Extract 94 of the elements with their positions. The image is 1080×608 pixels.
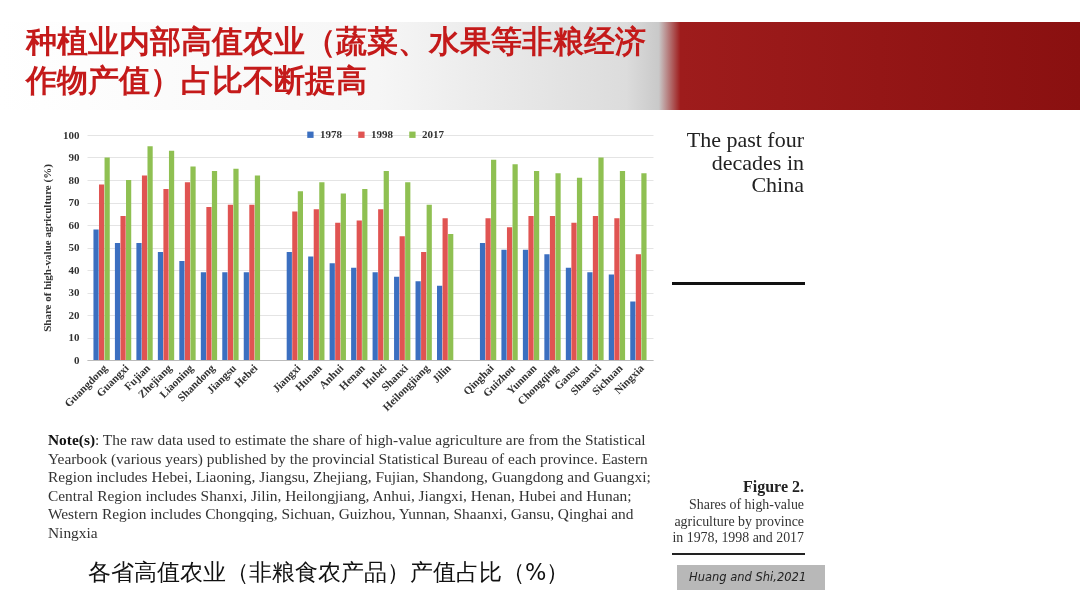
bar (362, 189, 368, 360)
chart-title: 种植业内部高值农业（蔬菜、水果等非粮经济作物产值）占比不断提高 (26, 23, 647, 100)
bar (254, 175, 261, 360)
bar (308, 256, 314, 360)
bar (630, 301, 636, 360)
bar (98, 184, 105, 360)
bar (292, 211, 298, 360)
bar (340, 193, 346, 360)
bar (329, 263, 335, 360)
y-tick-label: 40 (68, 263, 80, 276)
bar (211, 171, 218, 360)
bar (243, 272, 249, 360)
bar (383, 171, 389, 360)
bar (233, 168, 239, 360)
bar (319, 182, 325, 360)
legend-label: 1978 (319, 127, 343, 140)
bar (126, 180, 132, 360)
bar (544, 254, 550, 360)
bar (163, 189, 169, 360)
bar (200, 272, 207, 360)
bar (619, 171, 626, 360)
text: Shares of high-value agriculture by province in 1978, 1998 and 2017 (671, 497, 804, 547)
bar (378, 209, 384, 360)
bar (555, 173, 561, 360)
y-tick-label: 50 (68, 241, 80, 253)
y-tick-label: 0 (74, 353, 80, 366)
bar (405, 182, 411, 360)
bar (114, 243, 121, 360)
bar (184, 182, 191, 360)
bar (501, 249, 507, 360)
text: Huang and Shi,2021 (677, 565, 825, 590)
bar (120, 216, 126, 360)
bar (485, 218, 491, 360)
y-tick-label: 20 (68, 308, 80, 321)
bar (157, 252, 164, 360)
bar (313, 209, 319, 360)
bar (522, 249, 529, 360)
y-tick-label: 30 (68, 286, 80, 298)
bar (168, 150, 175, 360)
bar (635, 254, 642, 360)
y-tick-label: 10 (68, 331, 80, 343)
bar (436, 285, 443, 360)
legend-label: 2017 (421, 127, 445, 140)
bar (576, 177, 583, 360)
text: The past four decades in China (685, 127, 804, 197)
bar (222, 272, 228, 360)
bar (506, 227, 513, 360)
bar (141, 175, 148, 360)
y-tick-label: 100 (63, 128, 80, 141)
bar (206, 207, 212, 360)
bar (93, 229, 99, 360)
y-tick-label: 90 (68, 151, 80, 163)
bar (592, 216, 599, 360)
bar (614, 218, 620, 360)
bar (587, 272, 593, 360)
bar (147, 146, 153, 360)
bar (442, 218, 448, 360)
bar (426, 204, 432, 360)
bar (136, 243, 142, 360)
bar (104, 157, 110, 360)
bar (190, 166, 196, 360)
bar (528, 216, 534, 360)
y-axis-title: Share of high-value agriculture (%) (41, 163, 54, 332)
bar (565, 267, 572, 360)
y-tick-label: 80 (68, 173, 80, 186)
bar (372, 272, 378, 360)
bar (394, 276, 400, 360)
y-tick-label: 70 (68, 196, 80, 208)
bar (549, 216, 556, 360)
bar (399, 236, 405, 360)
text: Note(s): The raw data used to estimate the share of high-value agriculture are from the Statistical Yearbook (various years) published by the provincial Statistical Bureau of each province. Eastern Region includes Hebei, Liaoning, Jiangsu, Zhejiang, Fujian, Shandong, Guangdong and Guangxi; Central Region includes Shanxi, Jilin, Heilongjiang, Anhui, Jiangxi, Henan, Hubei and Hunan; Western Region includes Chongqing, Sichuan, Guizhou, Yunnan, Shaanxi, Gansu, Qinghai and Ningxia (48, 431, 652, 543)
bar (479, 243, 486, 360)
y-tick-label: 60 (68, 218, 80, 231)
bar (227, 204, 234, 360)
bar (512, 164, 518, 360)
bar (297, 191, 304, 360)
caption: Figure 2. (742, 478, 804, 495)
bar (598, 157, 604, 360)
bar (608, 274, 614, 360)
bar (641, 173, 647, 360)
bar (286, 252, 292, 360)
bar (491, 159, 497, 360)
bar (249, 204, 255, 360)
bar (415, 281, 421, 360)
bar (356, 220, 362, 360)
text: 各省高值农业（非粮食农产品）产值占比（%） (88, 558, 570, 587)
bar (335, 222, 341, 360)
bar (179, 261, 185, 360)
legend-label: 1998 (370, 127, 394, 140)
bar (421, 252, 427, 360)
bar (571, 222, 577, 360)
bar (448, 234, 454, 360)
bar (533, 171, 540, 360)
bar (351, 267, 357, 360)
